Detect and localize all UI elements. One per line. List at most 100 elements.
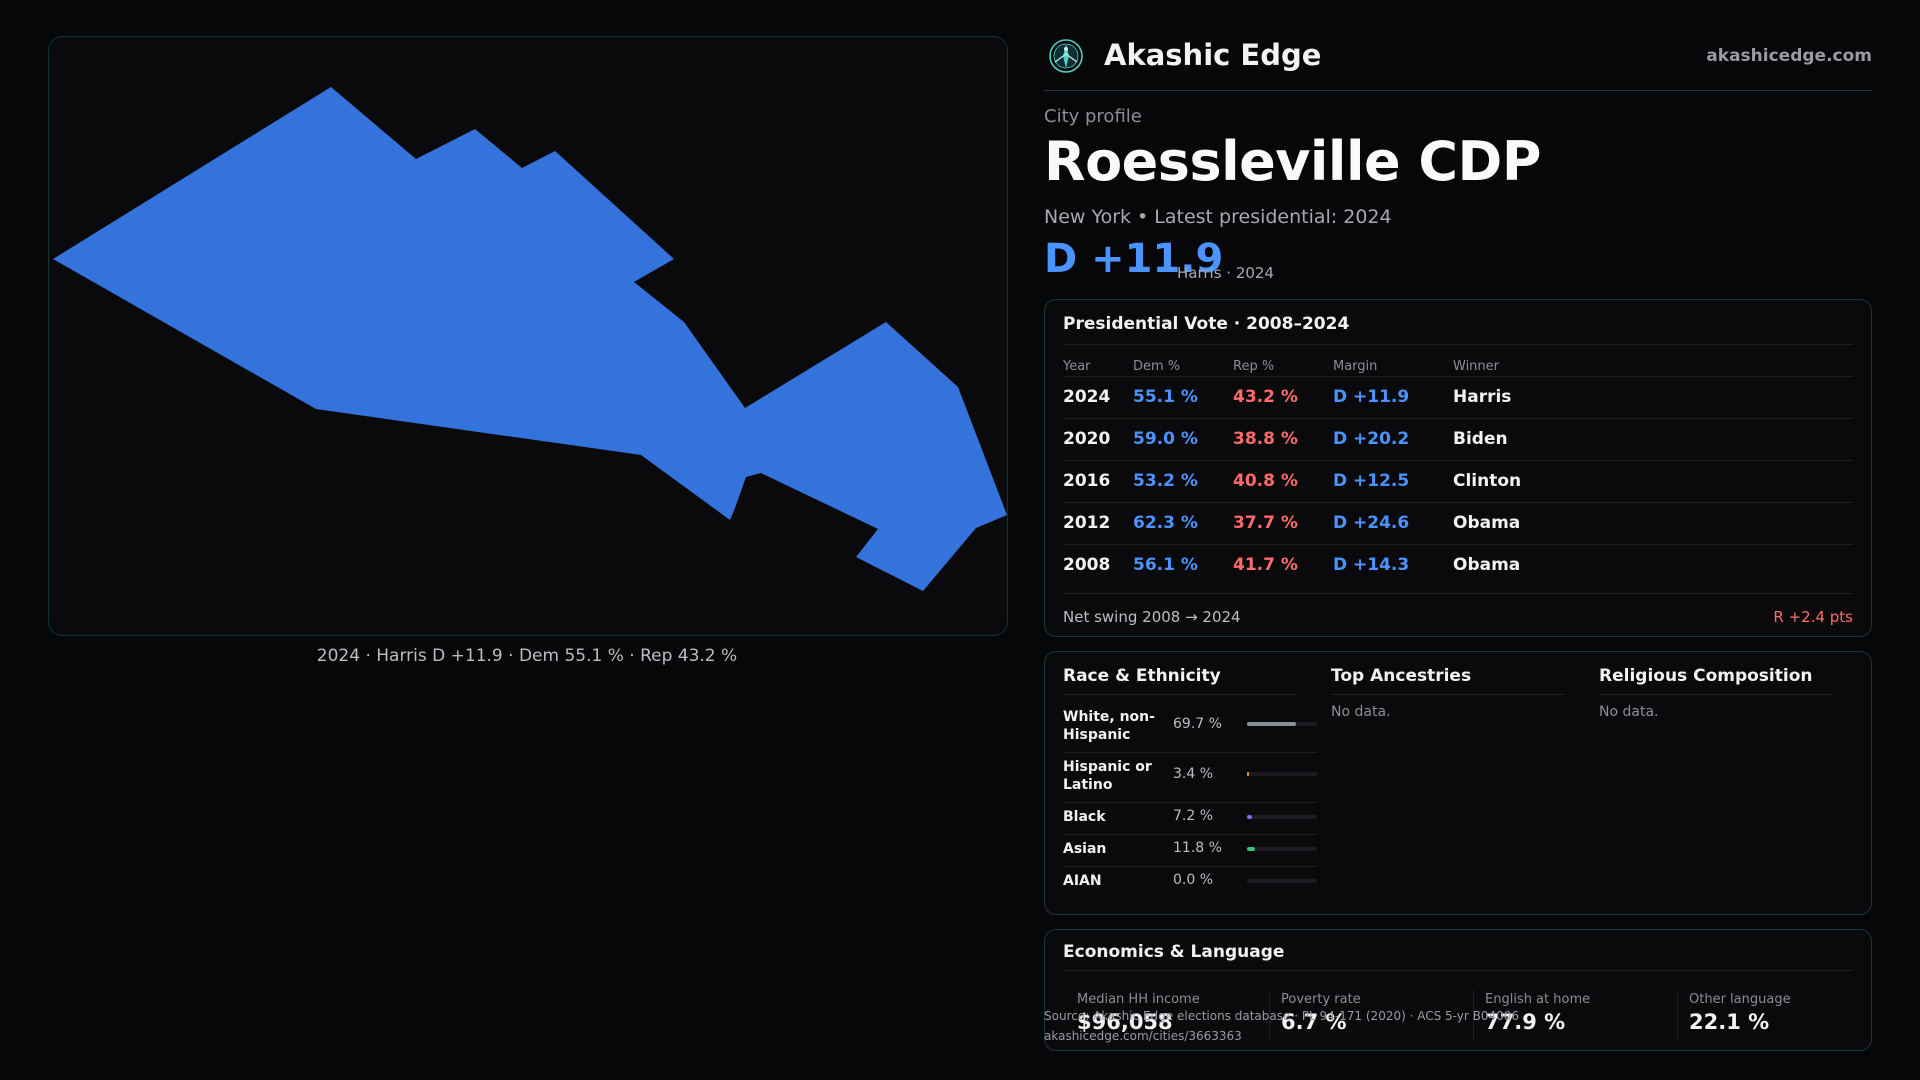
cell-dem: 56.1 % [1133, 555, 1198, 575]
cell-dem: 55.1 % [1133, 387, 1198, 407]
cell-margin: D +20.2 [1333, 429, 1410, 449]
net-swing-label: Net swing 2008 → 2024 [1063, 608, 1241, 626]
race-bar-fill [1247, 722, 1296, 726]
race-label: Asian [1063, 841, 1107, 857]
stat-value: 77.9 % [1485, 1010, 1566, 1034]
race-label: Hispanic or Latino [1063, 759, 1152, 793]
list-item: White, non-Hispanic 69.7 % [1063, 706, 1317, 753]
cell-rep: 41.7 % [1233, 555, 1298, 575]
cell-dem: 53.2 % [1133, 471, 1198, 491]
card-title: Presidential Vote · 2008–2024 [1063, 314, 1350, 334]
cell-rep: 43.2 % [1233, 387, 1298, 407]
demographics-card: Race & Ethnicity White, non-Hispanic 69.… [1044, 651, 1872, 915]
race-label: White, non-Hispanic [1063, 709, 1155, 743]
race-bar [1247, 879, 1317, 883]
race-value: 3.4 % [1173, 766, 1214, 782]
cell-margin: D +14.3 [1333, 555, 1410, 575]
cell-year: 2020 [1063, 429, 1111, 449]
cell-dem: 62.3 % [1133, 513, 1198, 533]
table-row: 2016 53.2 % 40.8 % D +12.5 Clinton [1063, 460, 1853, 503]
religion-title: Religious Composition [1599, 666, 1813, 686]
map-caption: 2024 · Harris D +11.9 · Dem 55.1 % · Rep… [316, 646, 738, 666]
city-boundary-map [53, 87, 1007, 591]
net-swing-row: Net swing 2008 → 2024 R +2.4 pts [1063, 593, 1853, 626]
religion-column: Religious Composition No data. [1581, 652, 1833, 914]
brand-url[interactable]: akashicedge.com [1706, 46, 1872, 66]
cell-year: 2024 [1063, 387, 1111, 407]
page-eyebrow: City profile [1044, 106, 1142, 127]
race-value: 0.0 % [1173, 872, 1214, 888]
race-bar-fill [1247, 772, 1250, 776]
list-item: Hispanic or Latino 3.4 % [1063, 756, 1317, 803]
stat-label: Median HH income [1077, 992, 1200, 1007]
header-winner: Winner [1453, 359, 1500, 374]
ancestries-empty: No data. [1331, 704, 1391, 720]
cell-rep: 38.8 % [1233, 429, 1298, 449]
cell-winner: Clinton [1453, 471, 1522, 491]
stat-value: $96,058 [1077, 1010, 1173, 1034]
ancestries-title: Top Ancestries [1331, 666, 1472, 686]
divider [1063, 694, 1297, 695]
list-item: AIAN 0.0 % [1063, 870, 1317, 898]
cell-winner: Biden [1453, 429, 1508, 449]
divider [1677, 990, 1678, 1040]
source-link[interactable]: akashicedge.com/cities/3663363 [1044, 1029, 1242, 1043]
header-year: Year [1063, 359, 1091, 374]
source-citation: Source: Akashic Edge elections database … [1044, 1009, 1520, 1023]
header-rep: Rep % [1233, 359, 1275, 374]
divider [1599, 694, 1833, 695]
latest-margin: D +11.9 [1044, 236, 1224, 282]
cell-year: 2012 [1063, 513, 1111, 533]
ancestries-column: Top Ancestries No data. [1313, 652, 1565, 914]
cell-margin: D +11.9 [1333, 387, 1410, 407]
stat-label: Other language [1689, 992, 1791, 1007]
table-row: 2012 62.3 % 37.7 % D +24.6 Obama [1063, 502, 1853, 545]
race-bar-fill [1247, 847, 1256, 851]
race-bar [1247, 722, 1317, 726]
table-row: 2020 59.0 % 38.8 % D +20.2 Biden [1063, 418, 1853, 461]
cell-rep: 40.8 % [1233, 471, 1298, 491]
table-row: 2024 55.1 % 43.2 % D +11.9 Harris [1063, 376, 1853, 419]
race-value: 69.7 % [1173, 716, 1222, 732]
race-ethnicity-column: Race & Ethnicity White, non-Hispanic 69.… [1045, 652, 1317, 914]
net-swing-value: R +2.4 pts [1773, 608, 1853, 626]
divider [1063, 970, 1853, 971]
race-label: AIAN [1063, 873, 1102, 889]
divider [1269, 990, 1270, 1040]
stat-value: 6.7 % [1281, 1010, 1347, 1034]
compass-rose-icon[interactable] [1048, 38, 1084, 74]
list-item: Asian 11.8 % [1063, 838, 1317, 867]
cell-dem: 59.0 % [1133, 429, 1198, 449]
race-bar [1247, 847, 1317, 851]
cell-winner: Harris [1453, 387, 1512, 407]
stat-label: English at home [1485, 992, 1591, 1007]
brand-header: Akashic Edge akashicedge.com [1044, 38, 1872, 91]
cell-margin: D +12.5 [1333, 471, 1410, 491]
economics-title: Economics & Language [1063, 942, 1285, 962]
city-boundary-shape[interactable] [53, 87, 1007, 591]
list-item: Black 7.2 % [1063, 806, 1317, 835]
page-subtitle: New York • Latest presidential: 2024 [1044, 206, 1392, 228]
header-dem: Dem % [1133, 359, 1181, 374]
race-bar-fill [1247, 815, 1253, 819]
source-footer: Source: Akashic Edge elections database … [1044, 1006, 1519, 1046]
brand-name: Akashic Edge [1104, 38, 1322, 72]
economics-card: Economics & Language Median HH income $9… [1044, 929, 1872, 1051]
table-row: 2008 56.1 % 41.7 % D +14.3 Obama [1063, 544, 1853, 587]
divider [1473, 990, 1474, 1040]
cell-rep: 37.7 % [1233, 513, 1298, 533]
cell-year: 2008 [1063, 555, 1111, 575]
race-label: Black [1063, 809, 1106, 825]
cell-margin: D +24.6 [1333, 513, 1410, 533]
page-title: Roessleville CDP [1044, 130, 1541, 193]
divider [1331, 694, 1565, 695]
religion-empty: No data. [1599, 704, 1659, 720]
cell-winner: Obama [1453, 555, 1521, 575]
race-bar [1247, 772, 1317, 776]
header-margin: Margin [1333, 359, 1378, 374]
race-value: 7.2 % [1173, 808, 1214, 824]
map-panel [48, 36, 1008, 636]
race-ethnicity-title: Race & Ethnicity [1063, 666, 1221, 686]
cell-year: 2016 [1063, 471, 1111, 491]
race-value: 11.8 % [1173, 840, 1222, 856]
